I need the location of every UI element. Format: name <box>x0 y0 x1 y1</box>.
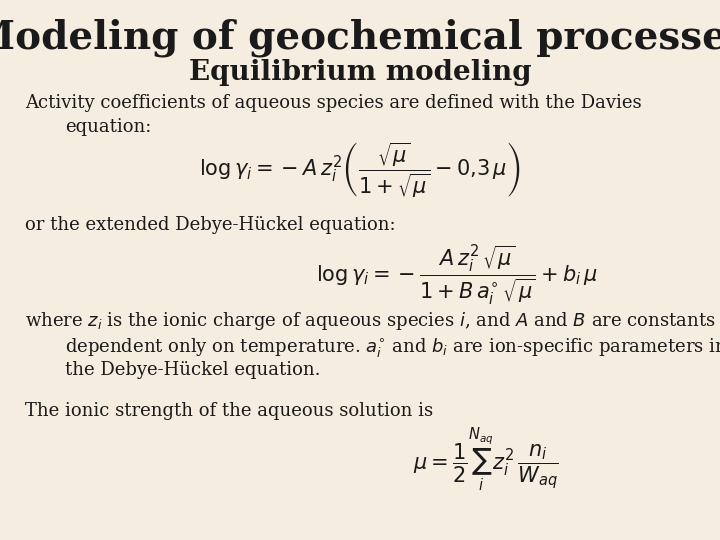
Text: where $\mathit{z}_i$ is the ionic charge of aqueous species $\mathit{i}$, and $\: where $\mathit{z}_i$ is the ionic charge… <box>25 310 716 333</box>
Text: Equilibrium modeling: Equilibrium modeling <box>189 59 531 86</box>
Text: The ionic strength of the aqueous solution is: The ionic strength of the aqueous soluti… <box>25 402 433 420</box>
Text: or the extended Debye-Hückel equation:: or the extended Debye-Hückel equation: <box>25 216 396 234</box>
Text: $\log \gamma_i = -\dfrac{A\, z_i^2\, \sqrt{\mu}}{1 + B\,a_i^{\circ}\,\sqrt{\mu}}: $\log \gamma_i = -\dfrac{A\, z_i^2\, \sq… <box>316 244 598 307</box>
Text: equation:: equation: <box>65 118 151 136</box>
Text: $\mu = \dfrac{1}{2} \sum_{i}^{N_{aq}} z_i^2\, \dfrac{n_i}{W_{aq}}$: $\mu = \dfrac{1}{2} \sum_{i}^{N_{aq}} z_… <box>413 427 559 494</box>
Text: $\log \gamma_i = -A\, z_i^2 \left( \dfrac{\sqrt{\mu}}{1+\sqrt{\mu}} - 0{,}3\,\mu: $\log \gamma_i = -A\, z_i^2 \left( \dfra… <box>199 140 521 199</box>
Text: Activity coefficients of aqueous species are defined with the Davies: Activity coefficients of aqueous species… <box>25 94 642 112</box>
Text: the Debye-Hückel equation.: the Debye-Hückel equation. <box>65 361 320 379</box>
Text: dependent only on temperature. $\boldsymbol{a_i^{\circ}}$ and $\boldsymbol{b_i}$: dependent only on temperature. $\boldsym… <box>65 336 720 359</box>
Text: Modeling of geochemical processes: Modeling of geochemical processes <box>0 19 720 57</box>
